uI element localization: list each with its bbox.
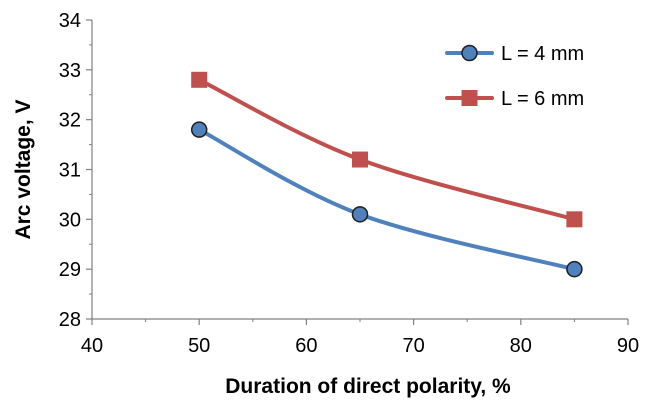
series-layer (190, 71, 583, 278)
data-point-l-6-mm (191, 71, 208, 88)
y-tick-label: 33 (59, 60, 81, 82)
y-axis-title: Arc voltage, V (12, 99, 35, 239)
y-tick-label: 29 (59, 259, 81, 281)
legend-label-l-4-mm: L = 4 mm (501, 43, 584, 65)
series-line-l-4-mm (197, 127, 577, 272)
y-tick-label: 32 (59, 110, 81, 132)
data-point-l-4-mm (190, 121, 208, 138)
x-axis-title: Duration of direct polarity, % (225, 375, 511, 398)
data-point-l-4-mm (566, 260, 583, 278)
x-tick-label: 80 (510, 335, 532, 357)
y-tick-label: 30 (59, 209, 81, 231)
y-tick-label: 28 (59, 309, 81, 331)
y-tick-label: 34 (59, 10, 81, 32)
x-tick-label: 40 (81, 335, 103, 357)
legend-label-l-6-mm: L = 6 mm (501, 88, 584, 110)
y-tick-label: 31 (59, 160, 81, 182)
data-point-l-4-mm (351, 206, 369, 223)
axes: 28 29 30 31 32 33 34 40 50 60 70 80 90 (59, 10, 639, 357)
x-tick-label: 50 (188, 335, 210, 357)
legend-marker-l-4-mm (461, 44, 478, 62)
legend-marker-l-6-mm (461, 90, 478, 106)
data-point-l-6-mm (566, 211, 583, 228)
x-tick-label: 60 (295, 335, 317, 357)
legend: L = 4 mm L = 6 mm (445, 43, 584, 110)
x-tick-label: 70 (402, 335, 424, 357)
x-tick-label: 90 (617, 335, 639, 357)
data-point-l-6-mm (352, 151, 368, 168)
